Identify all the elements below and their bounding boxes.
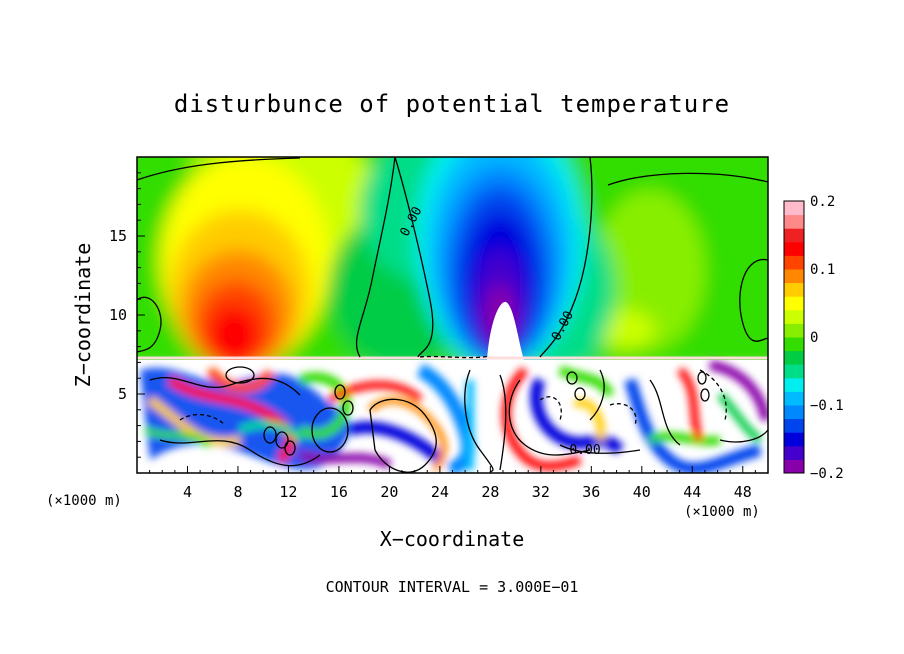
y-tick-label: 5 — [118, 385, 127, 403]
colorbar-tick-label: 0.2 — [810, 194, 835, 210]
x-unit-left: (×1000 m) — [46, 493, 122, 509]
contour-lines — [137, 157, 768, 473]
colorbar-swatch — [784, 364, 804, 379]
colorbar-swatch — [784, 282, 804, 297]
colorbar-swatch — [784, 459, 804, 474]
colorbar-swatch — [784, 201, 804, 216]
colorbar-tick-label: −0.2 — [810, 466, 844, 482]
x-tick-label: 4 — [183, 483, 192, 501]
colorbar-swatch — [784, 391, 804, 406]
x-tick-label: 48 — [734, 483, 752, 501]
colorbar-tick-label: 0.1 — [810, 262, 835, 278]
x-tick-label: 8 — [233, 483, 242, 501]
colorbar: 0.2 0.1 0 −0.1 −0.2 — [783, 194, 844, 482]
colorbar-swatch — [784, 418, 804, 433]
colorbar-swatch — [784, 377, 804, 392]
y-tick-label: 10 — [109, 306, 127, 324]
y-tick-label: 15 — [109, 227, 127, 245]
x-tick-label: 40 — [633, 483, 651, 501]
x-tick-label: 32 — [532, 483, 550, 501]
colorbar-tick-label: 0 — [810, 330, 818, 346]
x-tick-label: 16 — [330, 483, 348, 501]
x-unit-right: (×1000 m) — [684, 504, 760, 520]
colorbar-swatch — [784, 350, 804, 365]
upper-field — [137, 157, 768, 370]
chart-title: disturbunce of potential temperature — [174, 90, 730, 118]
contour-label: 0.00 — [569, 443, 600, 458]
colorbar-swatch — [784, 405, 804, 420]
x-axis: 4 8 12 16 20 24 28 32 36 40 44 48 — [149, 466, 756, 501]
x-tick-label: 36 — [582, 483, 600, 501]
y-axis-label: Z−coordinate — [71, 243, 95, 388]
colorbar-swatch — [784, 255, 804, 270]
colorbar-frame — [783, 200, 805, 474]
colorbar-swatch — [784, 214, 804, 229]
colorbar-swatch — [784, 269, 804, 284]
colorbar-tick-label: −0.1 — [810, 398, 844, 414]
y-axis: 5 10 15 — [109, 172, 145, 458]
colorbar-swatch — [784, 323, 804, 338]
x-axis-label: X−coordinate — [380, 527, 525, 551]
plot-area — [137, 157, 768, 473]
colorbar-swatch — [784, 228, 804, 243]
colorbar-swatch — [784, 432, 804, 447]
colorbar-swatch — [784, 309, 804, 324]
x-tick-label: 44 — [683, 483, 701, 501]
colorbar-swatch — [784, 445, 804, 460]
contour-interval-note: CONTOUR INTERVAL = 3.000E−01 — [326, 578, 579, 596]
colorbar-swatch — [784, 337, 804, 352]
x-tick-label: 24 — [431, 483, 449, 501]
x-tick-label: 20 — [380, 483, 398, 501]
x-tick-label: 28 — [481, 483, 499, 501]
colorbar-swatch — [784, 241, 804, 256]
x-tick-label: 12 — [279, 483, 297, 501]
colorbar-swatch — [784, 296, 804, 311]
